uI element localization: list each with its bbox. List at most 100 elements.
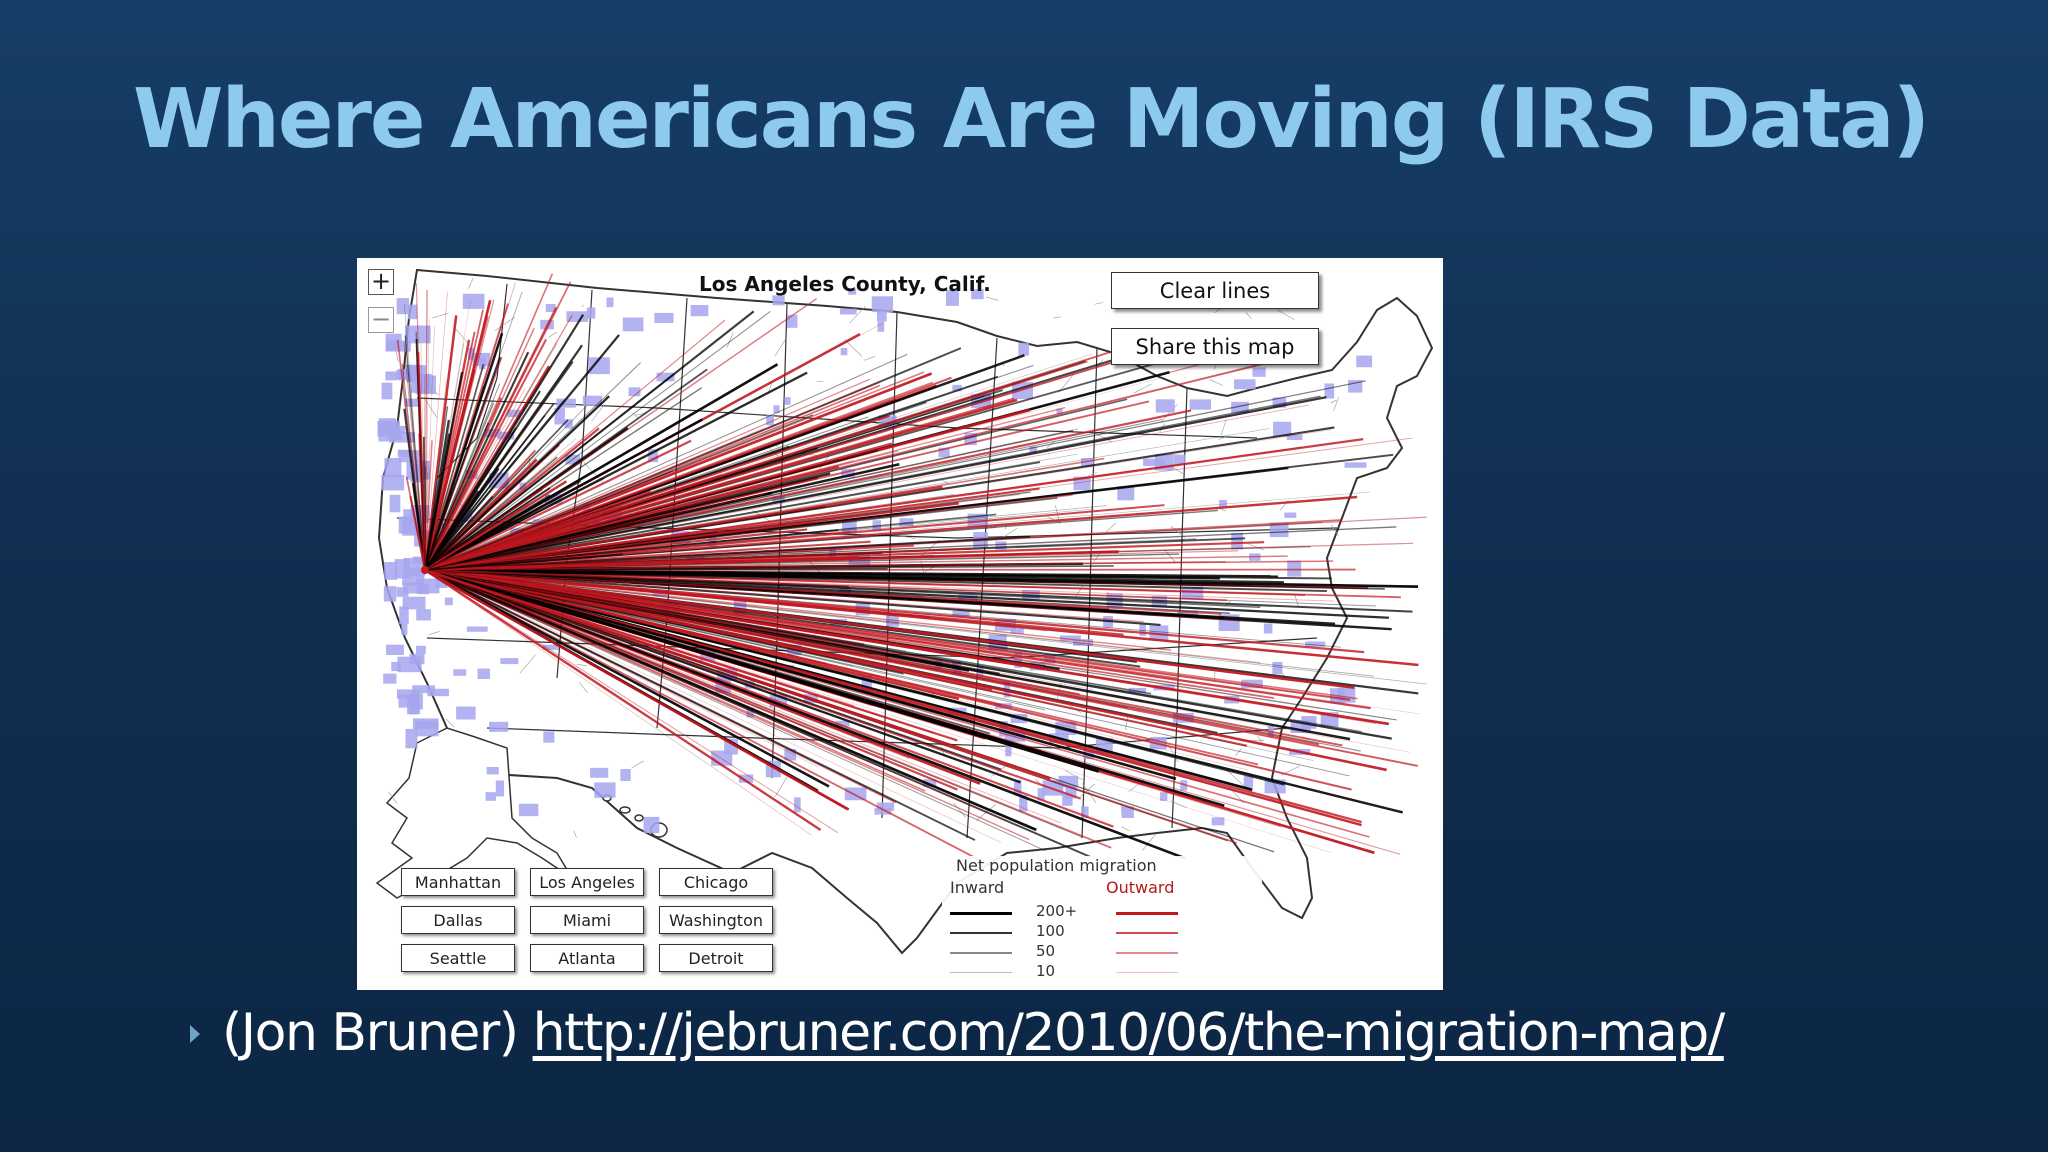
inward-migration-line (424, 569, 1046, 711)
outward-migration-line (424, 568, 1390, 726)
legend-inward-swatch (950, 912, 1012, 915)
county-highlight (381, 474, 405, 491)
inward-migration-line (424, 569, 976, 841)
county-highlight (479, 357, 486, 370)
county-highlight (844, 787, 867, 801)
county-border (1046, 440, 1056, 449)
county-highlight (416, 609, 431, 621)
outward-migration-line (424, 569, 910, 759)
outward-migration-line (424, 404, 1309, 571)
legend-inward-swatch (950, 972, 1012, 973)
county-highlight (556, 398, 576, 408)
county-highlight (1324, 383, 1335, 399)
county-highlight (465, 470, 478, 479)
inward-migration-line (424, 383, 501, 571)
inward-migration-line (424, 569, 1285, 786)
city-button-atlanta[interactable]: Atlanta (530, 944, 644, 972)
city-button-chicago[interactable]: Chicago (659, 868, 773, 896)
county-highlight (994, 703, 1012, 709)
county-highlight (628, 387, 641, 397)
county-highlight (383, 586, 397, 602)
county-highlight (1062, 792, 1073, 806)
county-highlight (1004, 729, 1025, 742)
inward-migration-line (424, 569, 1046, 852)
county-highlight (566, 311, 589, 322)
city-button-los-angeles[interactable]: Los Angeles (530, 868, 644, 896)
inward-migration-line (424, 400, 565, 571)
city-button-seattle[interactable]: Seattle (401, 944, 515, 972)
legend-outward-swatch (1116, 972, 1178, 973)
county-border (1277, 309, 1295, 320)
county-highlight (1155, 399, 1175, 413)
county-border (985, 296, 999, 301)
city-button-detroit[interactable]: Detroit (659, 944, 773, 972)
clear-lines-button[interactable]: Clear lines (1111, 272, 1319, 309)
county-highlight (620, 769, 631, 782)
share-map-button[interactable]: Share this map (1111, 328, 1319, 365)
city-button-dallas[interactable]: Dallas (401, 906, 515, 934)
county-highlight (1058, 775, 1079, 788)
outward-migration-line (424, 569, 1144, 623)
outward-migration-line (424, 485, 943, 572)
city-button-washington[interactable]: Washington (659, 906, 773, 934)
city-button-manhattan[interactable]: Manhattan (401, 868, 515, 896)
legend-row: 100 (942, 922, 1262, 942)
outward-migration-line (424, 568, 1350, 701)
county-border (632, 412, 638, 419)
county-highlight (1284, 512, 1297, 518)
outward-migration-line (424, 568, 1362, 824)
county-highlight (408, 703, 421, 715)
inward-migration-line (424, 568, 1220, 580)
city-buttons: Manhattan Los Angeles Chicago Dallas Mia… (401, 868, 773, 972)
county-highlight (877, 321, 885, 332)
map-canvas[interactable] (357, 258, 1443, 990)
county-highlight (1143, 458, 1165, 467)
county-highlight (396, 298, 410, 315)
outward-migration-line (424, 569, 1112, 849)
legend-outward-swatch (1116, 932, 1178, 934)
inward-migration-line (424, 402, 495, 571)
outward-migration-line (405, 476, 426, 571)
county-highlight (402, 596, 426, 610)
outward-migration-line (424, 503, 530, 571)
inward-migration-line (424, 505, 1107, 571)
county-highlight (1272, 661, 1283, 675)
county-highlight (1181, 586, 1204, 600)
county-border (591, 405, 604, 422)
county-highlight (643, 816, 660, 834)
county-highlight (1231, 401, 1249, 413)
county-border (576, 663, 588, 667)
outward-migration-line (424, 569, 1235, 738)
county-border (1170, 525, 1186, 538)
city-button-miami[interactable]: Miami (530, 906, 644, 934)
county-highlight (995, 541, 1007, 550)
county-highlight (396, 587, 409, 597)
inward-migration-line (424, 569, 1427, 685)
zoom-out-button[interactable]: − (368, 307, 394, 333)
county-border (863, 356, 876, 361)
legend-outward-swatch (1116, 912, 1178, 915)
county-highlight (958, 594, 978, 602)
county-highlight (1010, 628, 1024, 634)
zoom-in-button[interactable]: + (368, 269, 394, 295)
county-border (445, 718, 455, 728)
inward-migration-line (424, 569, 1012, 716)
county-border (1134, 383, 1152, 394)
migration-map[interactable]: + − Los Angeles County, Calif. Clear lin… (357, 258, 1443, 990)
county-highlight (1037, 788, 1045, 801)
inward-migration-line (424, 427, 517, 571)
source-link[interactable]: http://jebruner.com/2010/06/the-migratio… (532, 1003, 1726, 1063)
county-highlight (1305, 641, 1326, 647)
county-highlight (444, 597, 453, 606)
outward-migration-line (424, 569, 1332, 853)
county-highlight (606, 297, 614, 308)
county-highlight (399, 606, 409, 625)
outward-migration-line (424, 297, 818, 571)
county-highlight (654, 312, 674, 323)
county-border (1163, 549, 1177, 563)
outward-migration-line (424, 550, 1239, 571)
county-highlight (1013, 779, 1022, 796)
county-border (1245, 312, 1252, 319)
county-highlight (396, 689, 420, 699)
county-border (1170, 800, 1188, 809)
